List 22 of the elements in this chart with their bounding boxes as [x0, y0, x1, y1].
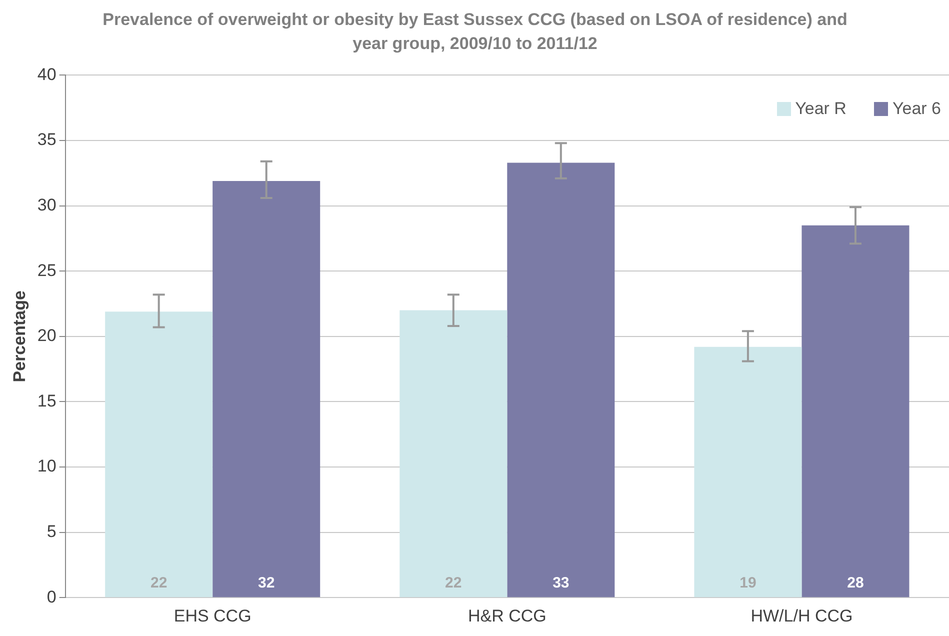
y-tick-label: 25: [37, 260, 56, 280]
y-tick-label: 5: [46, 522, 56, 541]
data-label: 32: [258, 574, 275, 592]
y-tick-label: 40: [37, 64, 56, 84]
data-label: 28: [847, 574, 864, 592]
x-tick-label: H&R CCG: [468, 606, 546, 626]
legend-label: Year R: [795, 99, 846, 120]
y-tick-label: 10: [37, 456, 56, 476]
y-tick-label: 35: [37, 130, 56, 150]
x-tick-label: EHS CCG: [174, 606, 252, 626]
data-label: 19: [740, 574, 756, 592]
legend-label: Year 6: [892, 99, 941, 120]
data-label: 22: [445, 574, 462, 592]
x-tick-label: HW/L/H CCG: [750, 606, 853, 626]
y-tick-label: 30: [37, 195, 56, 214]
data-label: 22: [150, 574, 168, 592]
y-tick-label: 20: [37, 326, 56, 346]
y-axis-title: Percentage: [10, 290, 29, 382]
y-tick-label: 15: [37, 391, 56, 410]
y-tick-label: 0: [46, 587, 56, 606]
data-label: 33: [552, 574, 570, 592]
chart-title: Prevalence of overweight or obesity by East Sussex CCG (based on LSOA of residence) and year group, 2009/10 to 2011/12: [102, 9, 848, 55]
